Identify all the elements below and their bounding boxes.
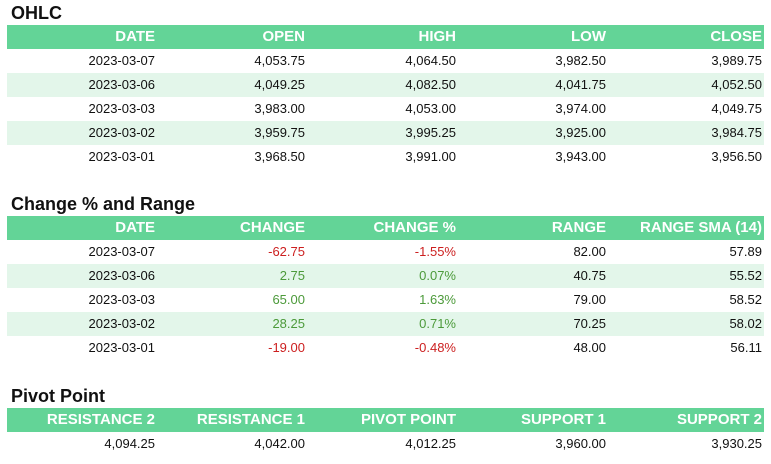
range-sma-value: 56.11 (730, 340, 762, 355)
ohlc-high: 4,082.50 (405, 77, 456, 92)
ohlc-date: 2023-03-02 (88, 125, 156, 140)
table-row: 2023-03-01 -19.00 -0.48% 48.00 56.11 (7, 336, 764, 360)
change-percent: -0.48% (414, 340, 456, 355)
ohlc-date: 2023-03-07 (88, 53, 156, 68)
ohlc-header-row: DATE OPEN HIGH LOW CLOSE (7, 25, 764, 49)
ohlc-close: 4,049.75 (711, 101, 762, 116)
ohlc-close: 3,956.50 (711, 149, 762, 164)
table-row: 2023-03-07 4,053.75 4,064.50 3,982.50 3,… (7, 49, 764, 73)
ohlc-col-close: CLOSE (710, 28, 762, 45)
change-col-change: CHANGE (239, 219, 305, 236)
ohlc-section: OHLC DATE OPEN HIGH LOW CLOSE 2023-03-07… (7, 1, 764, 169)
change-percent: 0.71% (419, 316, 456, 331)
ohlc-open: 4,049.25 (254, 77, 305, 92)
ohlc-high: 3,991.00 (405, 149, 456, 164)
resistance-2-value: 4,094.25 (104, 436, 155, 451)
change-date: 2023-03-03 (88, 292, 156, 307)
change-range-header-row: DATE CHANGE CHANGE % RANGE RANGE SMA (14… (7, 216, 764, 240)
change-col-change-pct: CHANGE % (373, 219, 456, 236)
ohlc-close: 4,052.50 (711, 77, 762, 92)
table-row: 2023-03-07 -62.75 -1.55% 82.00 57.89 (7, 240, 764, 264)
ohlc-col-open: OPEN (262, 28, 305, 45)
table-row: 2023-03-02 28.25 0.71% 70.25 58.02 (7, 312, 764, 336)
change-range-title: Change % and Range (11, 194, 196, 214)
pivot-title: Pivot Point (11, 386, 105, 406)
pivot-header-row: RESISTANCE 2 RESISTANCE 1 PIVOT POINT SU… (7, 408, 764, 432)
change-col-range: RANGE (551, 219, 606, 236)
change-percent: -1.55% (414, 244, 456, 259)
change-value: 28.25 (272, 316, 305, 331)
change-col-range-sma: RANGE SMA (14) (640, 219, 762, 236)
ohlc-close: 3,989.75 (711, 53, 762, 68)
ohlc-open: 3,983.00 (254, 101, 305, 116)
ohlc-low: 3,982.50 (555, 53, 606, 68)
change-range-table: DATE CHANGE CHANGE % RANGE RANGE SMA (14… (7, 216, 764, 360)
change-date: 2023-03-01 (88, 340, 156, 355)
table-row: 2023-03-03 3,983.00 4,053.00 3,974.00 4,… (7, 97, 764, 121)
ohlc-date: 2023-03-03 (88, 101, 156, 116)
change-percent: 1.63% (419, 292, 456, 307)
change-col-date: DATE (115, 219, 155, 236)
range-value: 79.00 (573, 292, 606, 307)
range-sma-value: 58.52 (729, 292, 762, 307)
ohlc-low: 3,974.00 (555, 101, 606, 116)
ohlc-open: 3,959.75 (254, 125, 305, 140)
change-value: -19.00 (268, 340, 305, 355)
change-value: 65.00 (272, 292, 305, 307)
ohlc-high: 3,995.25 (405, 125, 456, 140)
ohlc-col-date: DATE (115, 28, 155, 45)
table-row: 2023-03-02 3,959.75 3,995.25 3,925.00 3,… (7, 121, 764, 145)
pivot-col-resistance-2: RESISTANCE 2 (46, 411, 155, 428)
table-row: 2023-03-06 4,049.25 4,082.50 4,041.75 4,… (7, 73, 764, 97)
table-row: 2023-03-01 3,968.50 3,991.00 3,943.00 3,… (7, 145, 764, 169)
ohlc-high: 4,064.50 (405, 53, 456, 68)
ohlc-open: 4,053.75 (254, 53, 305, 68)
support-2-value: 3,930.25 (711, 436, 762, 451)
ohlc-low: 3,925.00 (555, 125, 606, 140)
ohlc-low: 3,943.00 (555, 149, 606, 164)
ohlc-open: 3,968.50 (254, 149, 305, 164)
pivot-col-support-2: SUPPORT 2 (676, 411, 762, 428)
ohlc-table: DATE OPEN HIGH LOW CLOSE 2023-03-07 4,05… (7, 25, 764, 169)
change-date: 2023-03-07 (88, 244, 156, 259)
ohlc-low: 4,041.75 (555, 77, 606, 92)
table-row: 2023-03-06 2.75 0.07% 40.75 55.52 (7, 264, 764, 288)
range-value: 48.00 (573, 340, 606, 355)
pivot-point-value: 4,012.25 (405, 436, 456, 451)
support-1-value: 3,960.00 (555, 436, 606, 451)
change-date: 2023-03-02 (88, 316, 156, 331)
ohlc-title: OHLC (11, 3, 62, 23)
ohlc-col-low: LOW (571, 28, 606, 45)
change-range-section: Change % and Range DATE CHANGE CHANGE % … (7, 192, 764, 360)
ohlc-col-high: HIGH (418, 28, 457, 45)
pivot-section: Pivot Point RESISTANCE 2 RESISTANCE 1 PI… (7, 384, 764, 456)
ohlc-date: 2023-03-01 (88, 149, 156, 164)
pivot-col-resistance-1: RESISTANCE 1 (196, 411, 305, 428)
table-row: 2023-03-03 65.00 1.63% 79.00 58.52 (7, 288, 764, 312)
pivot-table: RESISTANCE 2 RESISTANCE 1 PIVOT POINT SU… (7, 408, 764, 456)
range-value: 40.75 (573, 268, 606, 283)
range-value: 70.25 (573, 316, 606, 331)
change-value: 2.75 (279, 268, 305, 283)
pivot-col-pivot-point: PIVOT POINT (360, 411, 456, 428)
range-sma-value: 57.89 (729, 244, 762, 259)
table-row: 4,094.25 4,042.00 4,012.25 3,960.00 3,93… (7, 432, 764, 456)
ohlc-close: 3,984.75 (711, 125, 762, 140)
range-value: 82.00 (573, 244, 606, 259)
range-sma-value: 58.02 (729, 316, 762, 331)
change-date: 2023-03-06 (88, 268, 156, 283)
ohlc-high: 4,053.00 (405, 101, 456, 116)
change-value: -62.75 (268, 244, 305, 259)
ohlc-date: 2023-03-06 (88, 77, 156, 92)
pivot-col-support-1: SUPPORT 1 (520, 411, 606, 428)
change-percent: 0.07% (419, 268, 456, 283)
resistance-1-value: 4,042.00 (254, 436, 305, 451)
range-sma-value: 55.52 (729, 268, 762, 283)
